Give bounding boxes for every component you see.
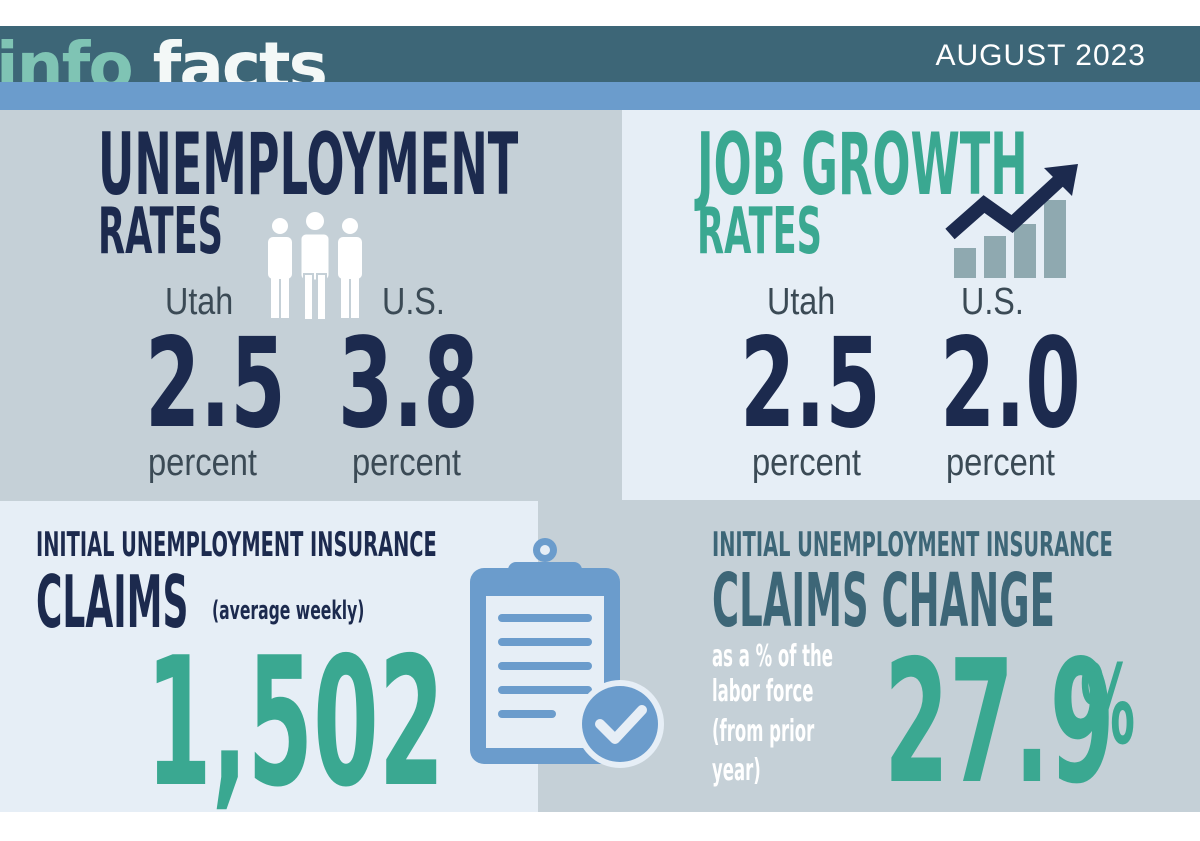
- clipboard-check-icon: [470, 538, 664, 768]
- job-growth-title: JOB GROWTH: [697, 115, 1028, 215]
- job-growth-utah-value: 2.5: [740, 312, 881, 456]
- header-stripe: [0, 82, 1200, 110]
- header-bar: info facts: [0, 26, 1200, 100]
- unemployment-us-value: 3.8: [338, 312, 479, 456]
- people-icon: [268, 212, 362, 320]
- issue-date: AUGUST 2023: [935, 39, 1146, 72]
- job-growth-us-value: 2.0: [940, 312, 1081, 456]
- claims-change-note-line3: (from prior: [712, 714, 815, 749]
- claims-change-panel: [538, 501, 1200, 812]
- unemployment-utah-unit: percent: [148, 442, 258, 484]
- unemployment-title: UNEMPLOYMENT: [98, 115, 519, 215]
- unemployment-utah-label: Utah: [165, 281, 234, 323]
- claims-change-note-line1: as a % of the: [712, 639, 833, 674]
- job-growth-utah-unit: percent: [752, 442, 862, 484]
- claims-qualifier: (average weekly): [212, 596, 365, 626]
- job-growth-us-label: U.S.: [961, 281, 1024, 323]
- job-growth-utah-label: Utah: [767, 281, 836, 323]
- claims-panel: [0, 501, 538, 812]
- job-growth-subtitle: RATES: [697, 195, 823, 269]
- unemployment-us-unit: percent: [352, 442, 462, 484]
- claims-change-subtitle: CLAIMS CHANGE: [712, 558, 1055, 644]
- claims-change-note-line2: labor force: [712, 674, 814, 709]
- job-growth-us-unit: percent: [946, 442, 1056, 484]
- claims-change-value: 27.9: [884, 624, 1115, 822]
- claims-change-note-line4: year): [712, 753, 761, 788]
- claims-change-title: INITIAL UNEMPLOYMENT INSURANCE: [712, 525, 1113, 565]
- unemployment-us-label: U.S.: [382, 281, 445, 323]
- growth-chart-icon: [945, 164, 1078, 278]
- job-growth-panel: [622, 110, 1200, 500]
- claims-value: 1,502: [146, 619, 445, 826]
- claims-subtitle: CLAIMS: [36, 560, 189, 644]
- unemployment-utah-value: 2.5: [145, 312, 286, 456]
- claims-change-percent-sign: %: [1080, 641, 1136, 769]
- claims-title: INITIAL UNEMPLOYMENT INSURANCE: [36, 525, 437, 565]
- unemployment-subtitle: RATES: [98, 195, 224, 269]
